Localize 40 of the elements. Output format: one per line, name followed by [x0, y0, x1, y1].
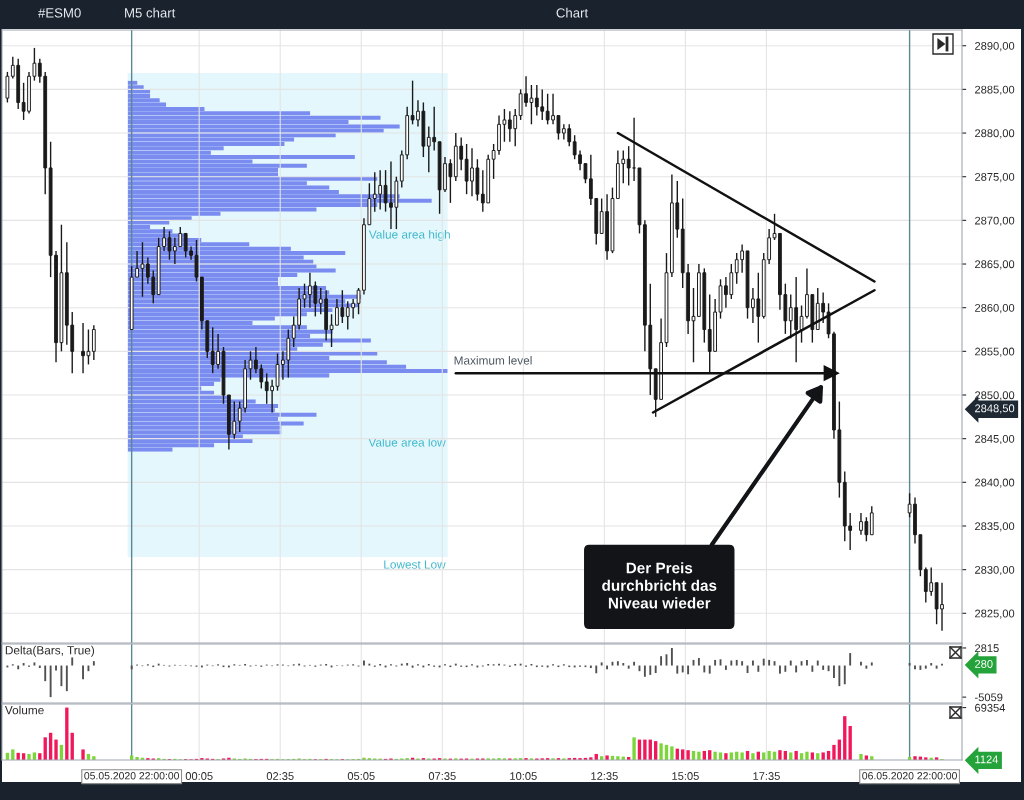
y-tick-label: 2875,00	[975, 172, 1015, 183]
chart-title: #ESM0	[38, 8, 81, 18]
text: Chart	[556, 7, 589, 18]
annotation: Value area high	[368, 230, 450, 241]
y-tick-label: 2880,00	[975, 129, 1015, 139]
y-tick-label: 2865,00	[975, 260, 1015, 270]
x-tick-label: 05:05	[347, 772, 375, 780]
y-tick-label: 1124	[975, 755, 999, 764]
x-tick-label: 00:05	[185, 772, 213, 780]
annotation: Value area low	[368, 437, 446, 447]
chart-subtitle: M5 chart	[125, 7, 176, 18]
x-tick-label: 10:05	[510, 772, 537, 780]
chart-title: Volume	[4, 705, 44, 715]
y-tick-label: 2815	[975, 644, 999, 653]
y-tick-label: 2850,00	[975, 391, 1015, 401]
x-tick-label: 07:35	[428, 772, 456, 780]
chart-title: Delta(Bars, True)	[5, 645, 95, 657]
y-tick-label: 2840,00	[975, 478, 1015, 488]
y-tick-label: 2845,00	[975, 434, 1015, 445]
y-tick-label: 2885,00	[975, 85, 1015, 95]
annotation: Der Preis durchbricht das Niveau wieder	[602, 562, 717, 609]
y-tick-label: 280	[975, 660, 993, 668]
x-tick-label: 12:35	[591, 772, 618, 780]
y-tick-label: -5059	[974, 693, 1003, 702]
annotation: Lowest Low	[384, 560, 446, 569]
y-tick-label: 69354	[975, 703, 1006, 712]
x-tick-label: 02:35	[266, 772, 294, 780]
y-tick-label: 2890,00	[975, 41, 1015, 52]
y-tick-label: 2830,00	[975, 565, 1015, 576]
y-tick-label: 2870,00	[975, 216, 1015, 226]
ref-line-label: 06.05.2020 22:00:00	[862, 772, 957, 780]
y-tick-label: 2825,00	[975, 609, 1015, 619]
annotation: Maximum level	[454, 356, 532, 365]
ref-line-label: 05.05.2020 22:00:00	[84, 772, 180, 780]
x-tick-label: 17:35	[753, 772, 780, 780]
y-tick-label: 2835,00	[975, 522, 1015, 532]
x-tick-label: 15:05	[672, 772, 699, 780]
y-tick-label: 2848,50	[975, 404, 1015, 414]
y-tick-label: 2860,00	[975, 303, 1015, 314]
y-tick-label: 2855,00	[975, 347, 1015, 357]
